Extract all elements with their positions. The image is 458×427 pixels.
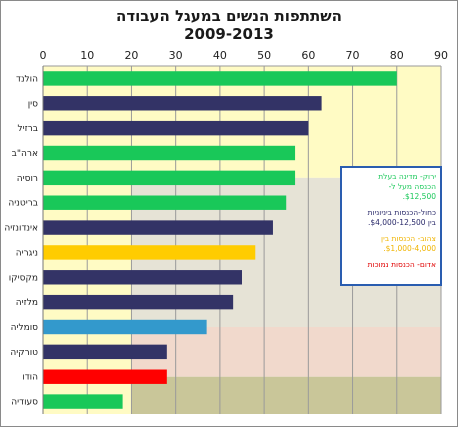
bar: [43, 394, 123, 409]
bar: [43, 145, 296, 161]
legend-line: הכנסה מעל ל-: [388, 182, 436, 191]
x-tick-label: 80: [390, 49, 404, 62]
y-category-label: מלזיה: [16, 298, 38, 308]
x-tick-label: 50: [257, 49, 271, 62]
bar: [43, 170, 296, 186]
bar: [43, 120, 309, 136]
legend-entry: כחול-הכנסות ביניוניות בין $4,000-12,500.: [346, 208, 436, 228]
legend-line: ירוק- מדינה בעלת: [378, 172, 436, 181]
y-category-label: הולנד: [16, 74, 38, 84]
legend-entry: ירוק- מדינה בעלת הכנסה מעל ל- $12,500.: [346, 172, 436, 202]
legend-line: צהוב- הכנסות בין: [381, 234, 436, 243]
y-category-label: בריטניה: [8, 199, 38, 209]
y-category-label: ברזיל: [17, 124, 38, 134]
x-tick-label: 90: [434, 49, 448, 62]
bar: [43, 344, 167, 360]
y-category-label: טורקיה: [10, 348, 38, 358]
bar: [43, 369, 167, 384]
y-category-label: סומליה: [11, 323, 39, 333]
bar: [43, 96, 322, 111]
bar: [43, 220, 273, 235]
legend-line: כחול-הכנסות ביניוניות: [367, 208, 436, 217]
bar: [43, 245, 256, 260]
y-category-label: רוסיה: [17, 174, 38, 184]
bar: [43, 319, 207, 335]
bar: [43, 195, 287, 210]
bar: [43, 71, 397, 86]
x-tick-label: 70: [346, 49, 360, 62]
legend-line: בין $4,000-12,500.: [367, 218, 436, 227]
y-category-label: סין: [28, 99, 38, 109]
legend: ירוק- מדינה בעלת הכנסה מעל ל- $12,500. כחול…: [340, 166, 442, 286]
x-tick-label: 20: [124, 49, 138, 62]
x-tick-label: 30: [169, 49, 183, 62]
legend-entry: צהוב- הכנסות בין $1,000-4,000.: [346, 234, 436, 254]
y-category-label: ארה"ב: [12, 149, 38, 159]
plot-band: [131, 376, 441, 414]
legend-line: $12,500.: [402, 192, 436, 201]
y-category-label: הודו: [22, 373, 38, 383]
legend-line: $1,000-4,000.: [383, 244, 436, 253]
y-category-label: סעודיה: [11, 398, 38, 408]
plot-band: [131, 327, 441, 377]
chart-title: השתתפות הנשים במעגל העבודה: [116, 7, 342, 25]
y-category-label: אינדונזיה: [4, 224, 38, 234]
bar: [43, 270, 242, 285]
y-category-label: מקסיקו: [9, 273, 38, 283]
x-tick-label: 60: [301, 49, 315, 62]
x-tick-label: 0: [40, 49, 47, 62]
x-tick-label: 40: [213, 49, 227, 62]
y-category-label: ניגריה: [16, 248, 38, 258]
legend-line: אדום- הכנסות נמוכות: [367, 260, 436, 269]
legend-entry: אדום- הכנסות נמוכות: [346, 260, 436, 270]
bar: [43, 294, 234, 310]
chart-subtitle: 2009-2013: [184, 25, 274, 43]
x-tick-label: 10: [80, 49, 94, 62]
